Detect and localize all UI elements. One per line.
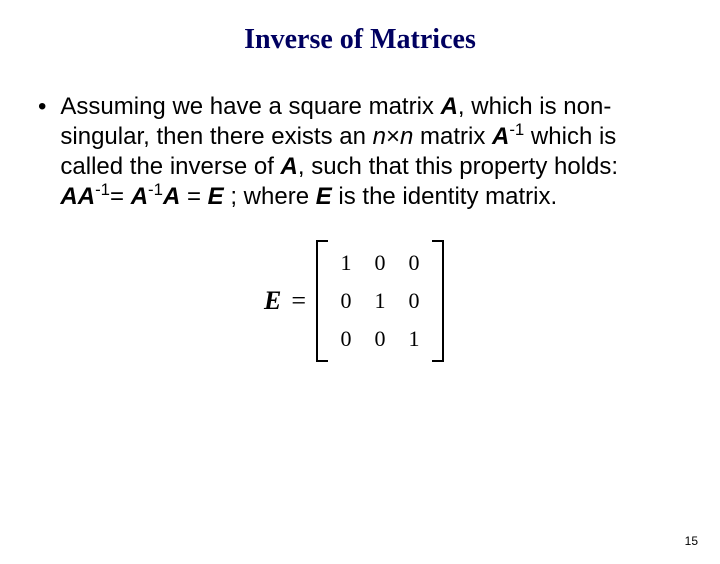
superscript: -1 [95,180,110,199]
matrix-cell: 1 [408,326,420,352]
matrix-label: E [264,286,281,316]
var-A: A [492,123,509,150]
paragraph: Assuming we have a square matrix A, whic… [60,92,670,212]
matrix-cell: 0 [340,326,352,352]
page-number: 15 [685,534,698,548]
times-sign: × [386,123,400,150]
left-bracket [316,240,326,362]
var-A: A [281,153,298,180]
text-seg: matrix [413,123,492,150]
equals-sign: = [291,286,306,316]
matrix-bracket-group: 1 0 0 0 1 0 0 0 1 [316,240,444,362]
eq-seg: = [180,183,207,210]
matrix-grid: 1 0 0 0 1 0 0 0 1 [326,240,434,362]
eq-AA: AA [60,183,95,210]
matrix-cell: 0 [374,326,386,352]
slide-title: Inverse of Matrices [0,24,720,56]
text-seg: Assuming we have a square matrix [60,93,440,120]
matrix-cell: 0 [408,250,420,276]
var-n: n [400,123,413,150]
matrix-cell: 0 [374,250,386,276]
matrix-cell: 1 [374,288,386,314]
eq-A: A [131,183,148,210]
eq-seg: = [110,183,131,210]
superscript: -1 [148,180,163,199]
eq-A: A [163,183,180,210]
text-seg: , such that this property holds: [298,153,618,180]
var-n: n [373,123,386,150]
slide-body: • Assuming we have a square matrix A, wh… [0,92,720,362]
right-bracket [434,240,444,362]
eq-seg: ; where [224,183,316,210]
bullet-item: • Assuming we have a square matrix A, wh… [38,92,670,212]
identity-matrix-equation: E = 1 0 0 0 1 0 0 0 1 [38,240,670,362]
matrix-cell: 0 [340,288,352,314]
matrix-cell: 1 [340,250,352,276]
bullet-marker: • [38,92,46,122]
eq-E: E [208,183,224,210]
eq-seg: is the identity matrix. [332,183,557,210]
matrix-cell: 0 [408,288,420,314]
eq-E: E [316,183,332,210]
var-A: A [441,93,458,120]
superscript: -1 [509,120,524,139]
